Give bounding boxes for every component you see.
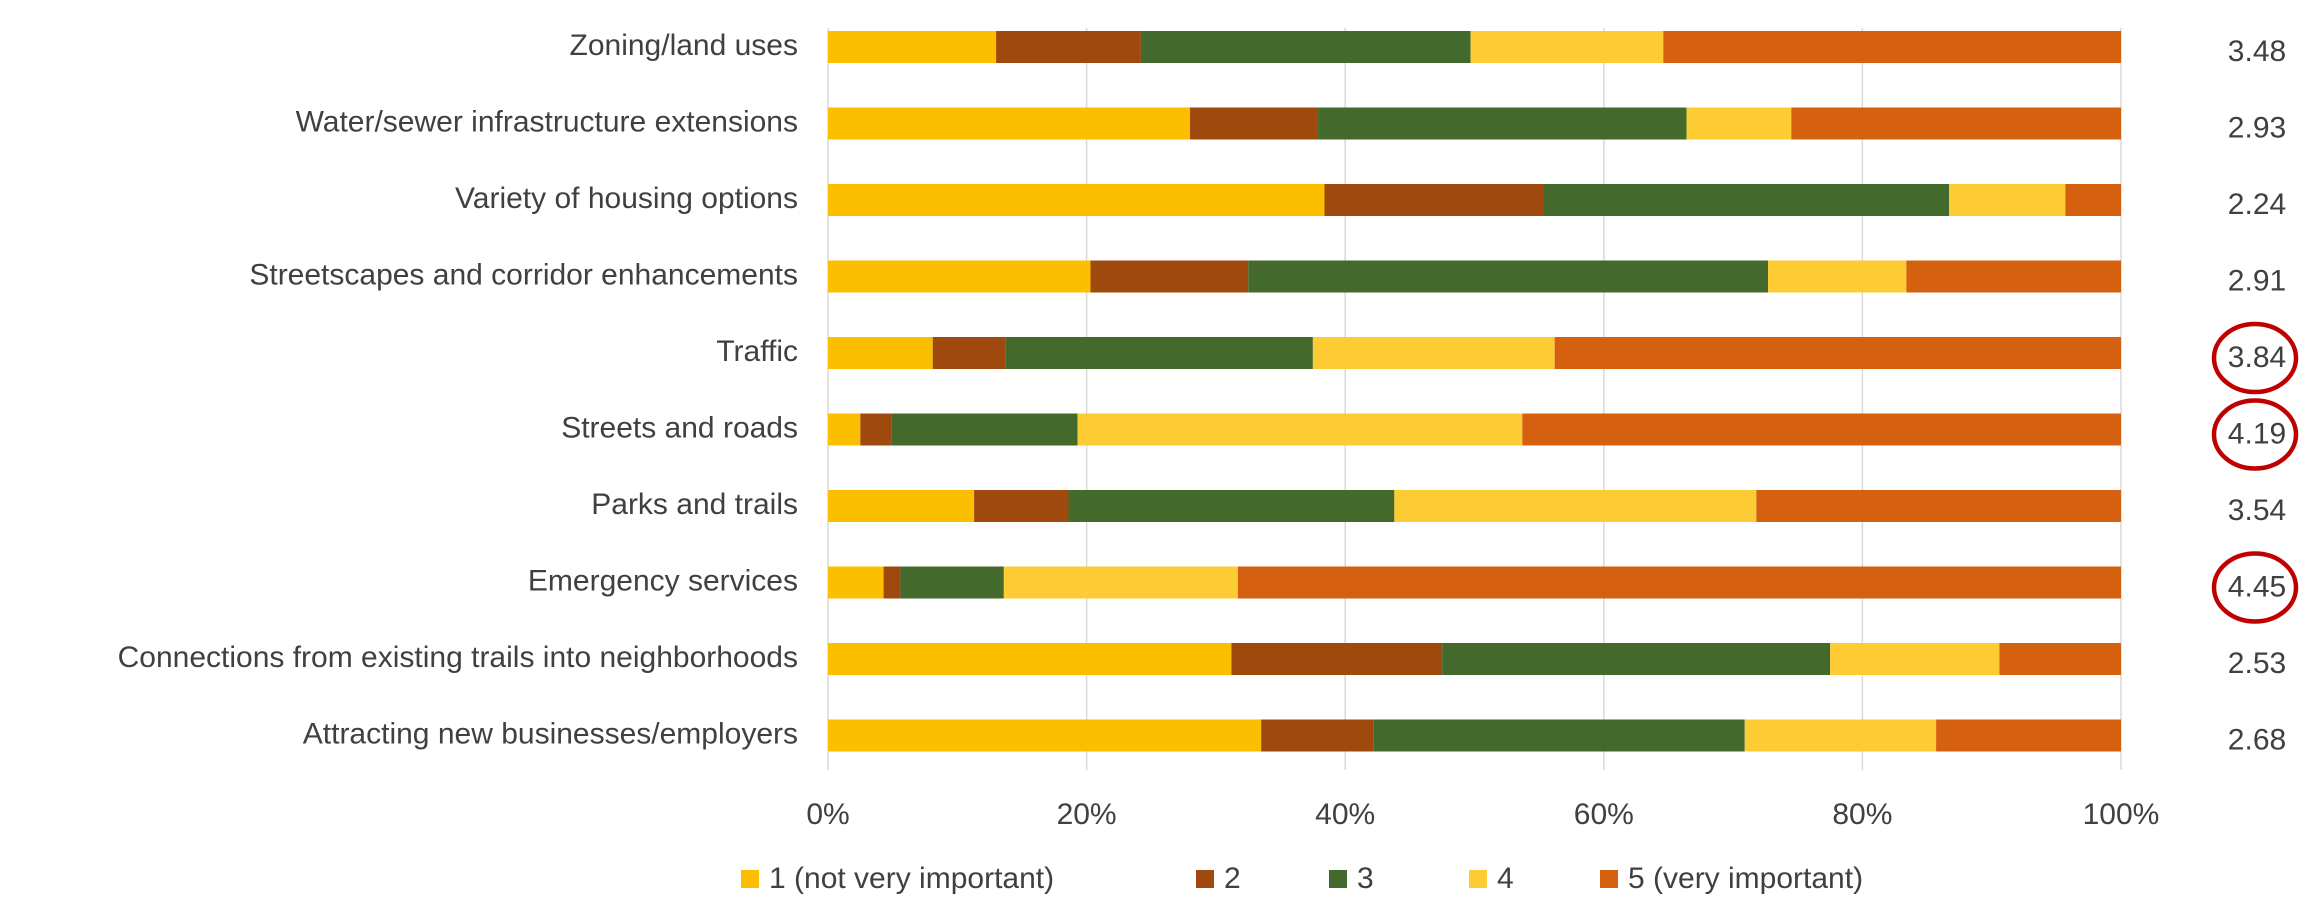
bar-segment bbox=[1090, 260, 1249, 293]
bar-segment bbox=[1261, 719, 1374, 752]
bar-segment bbox=[828, 107, 1191, 140]
score-label: 3.48 bbox=[2228, 35, 2286, 68]
bar-segment bbox=[891, 413, 1078, 446]
score-label: 2.53 bbox=[2228, 647, 2286, 680]
category-label: Variety of housing options bbox=[455, 182, 798, 215]
bar-segment bbox=[1312, 337, 1555, 369]
bar-segment bbox=[1003, 566, 1238, 599]
legend-label: 4 bbox=[1497, 862, 1514, 895]
x-tick-label: 20% bbox=[1057, 798, 1117, 831]
legend-swatch bbox=[1469, 870, 1487, 888]
bar-segment bbox=[1936, 719, 2121, 752]
legend-label: 5 (very important) bbox=[1628, 862, 1863, 895]
bar-segment bbox=[1906, 260, 2121, 293]
bar-segment bbox=[1140, 31, 1471, 63]
bar-segment bbox=[1663, 31, 2121, 63]
x-tick-label: 100% bbox=[2083, 798, 2160, 831]
bar-segment bbox=[1999, 643, 2121, 675]
bar-segment bbox=[1543, 184, 1950, 216]
bar-segment bbox=[1830, 643, 2000, 675]
category-label: Connections from existing trails into ne… bbox=[118, 641, 798, 674]
score-label: 4.19 bbox=[2228, 417, 2286, 450]
category-label: Streetscapes and corridor enhancements bbox=[249, 258, 798, 291]
bar-segment bbox=[1324, 184, 1544, 216]
category-label: Traffic bbox=[716, 335, 798, 368]
bar-segment bbox=[1470, 31, 1664, 63]
legend-swatch bbox=[1600, 870, 1618, 888]
bar-segment bbox=[1318, 107, 1687, 140]
bar-segment bbox=[828, 184, 1325, 216]
bar-segment bbox=[883, 566, 901, 599]
score-circle bbox=[2211, 321, 2299, 395]
category-label: Attracting new businesses/employers bbox=[303, 717, 798, 750]
bar-segment bbox=[1237, 566, 2121, 599]
bar-segment bbox=[1522, 413, 2121, 446]
legend-label: 1 (not very important) bbox=[769, 862, 1054, 895]
x-tick-label: 40% bbox=[1315, 798, 1375, 831]
score-label: 3.84 bbox=[2228, 341, 2286, 374]
category-label: Emergency services bbox=[528, 564, 798, 597]
category-label: Parks and trails bbox=[591, 488, 798, 521]
bar-segment bbox=[828, 719, 1262, 752]
bar-segment bbox=[1768, 260, 1907, 293]
bar-segment bbox=[828, 260, 1091, 293]
bar-segment bbox=[996, 31, 1141, 63]
bar-segment bbox=[828, 490, 975, 522]
category-label: Water/sewer infrastructure extensions bbox=[296, 105, 798, 138]
bar-segment bbox=[1068, 490, 1395, 522]
bar-segment bbox=[860, 413, 892, 446]
bar-segment bbox=[1373, 719, 1745, 752]
x-tick-label: 60% bbox=[1574, 798, 1634, 831]
bar-segment bbox=[828, 31, 997, 63]
score-label: 2.93 bbox=[2228, 111, 2286, 144]
bar-segment bbox=[1231, 643, 1443, 675]
bar-segment bbox=[1686, 107, 1792, 140]
bar-segment bbox=[1394, 490, 1757, 522]
legend-label: 2 bbox=[1224, 862, 1241, 895]
bar-segment bbox=[1791, 107, 2121, 140]
bar-segment bbox=[828, 413, 861, 446]
legend-label: 3 bbox=[1357, 862, 1374, 895]
bar-segment bbox=[2065, 184, 2121, 216]
x-tick-label: 80% bbox=[1832, 798, 1892, 831]
bar-segment bbox=[828, 566, 884, 599]
legend-swatch bbox=[1196, 870, 1214, 888]
category-label: Streets and roads bbox=[561, 411, 798, 444]
bar-segment bbox=[1248, 260, 1769, 293]
legend-swatch bbox=[741, 870, 759, 888]
bar-segment bbox=[900, 566, 1004, 599]
category-label: Zoning/land uses bbox=[570, 29, 799, 62]
x-tick-label: 0% bbox=[806, 798, 849, 831]
bar-segment bbox=[974, 490, 1069, 522]
bar-segment bbox=[1442, 643, 1831, 675]
bar-segment bbox=[932, 337, 1006, 369]
score-label: 4.45 bbox=[2228, 570, 2286, 603]
bar-segment bbox=[1005, 337, 1313, 369]
legend-swatch bbox=[1329, 870, 1347, 888]
bar-segment bbox=[828, 643, 1232, 675]
bar-segment bbox=[1744, 719, 1937, 752]
score-label: 2.24 bbox=[2228, 188, 2286, 221]
bar-segment bbox=[1949, 184, 2066, 216]
bar-segment bbox=[1190, 107, 1319, 140]
score-circle bbox=[2211, 398, 2299, 471]
bar-segment bbox=[1554, 337, 2121, 369]
bar-segment bbox=[828, 337, 933, 369]
score-label: 2.68 bbox=[2228, 723, 2286, 756]
score-circle bbox=[2211, 551, 2299, 624]
score-label: 2.91 bbox=[2228, 264, 2286, 297]
bar-segment bbox=[1077, 413, 1523, 446]
score-label: 3.54 bbox=[2228, 494, 2286, 527]
bar-segment bbox=[1756, 490, 2121, 522]
